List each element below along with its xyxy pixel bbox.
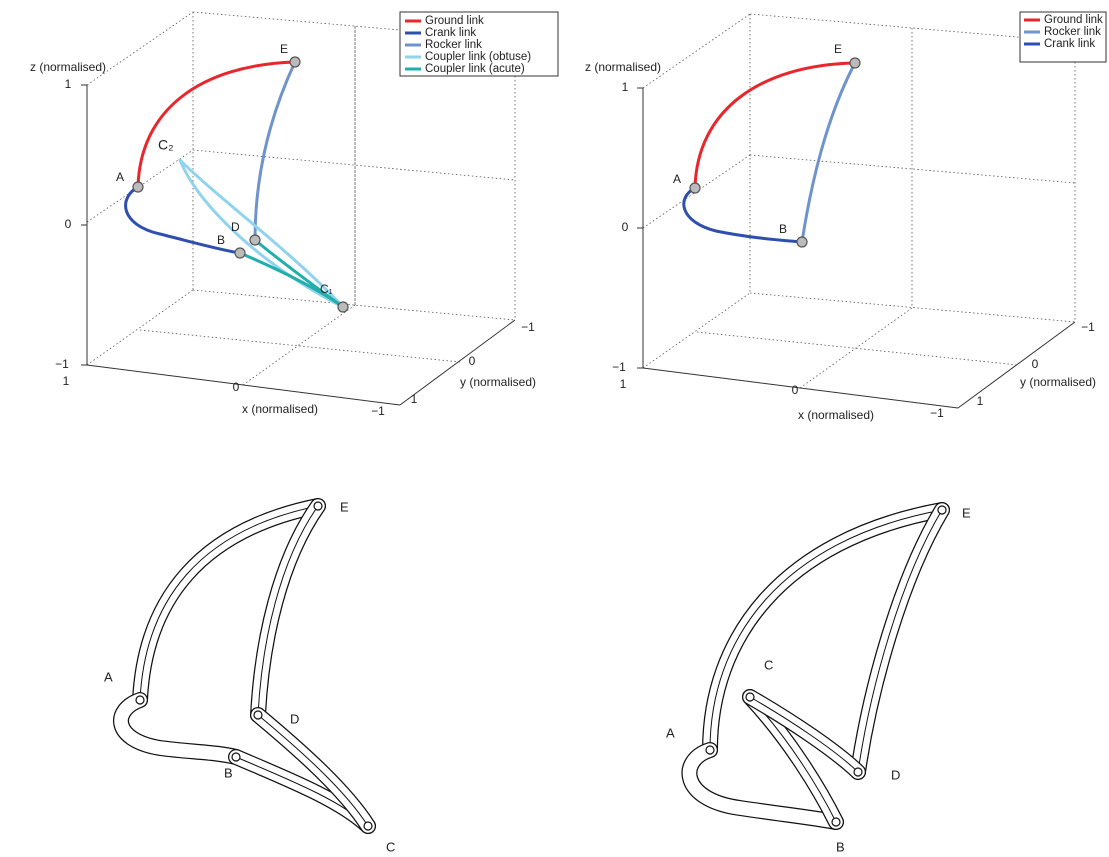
point-label: B	[779, 222, 787, 236]
x-tick-label: 0	[792, 383, 799, 397]
pin	[854, 768, 862, 776]
coupler-obtuse-curve	[180, 160, 343, 307]
joint	[250, 235, 260, 245]
y-tick-label: 0	[469, 354, 476, 368]
z-tick-label: 0	[65, 217, 72, 231]
point-label: E	[834, 42, 842, 56]
figure: z (normalised) 1 0 −1 1 0 −1 x (normalis…	[0, 0, 1109, 857]
joint-label: B	[224, 765, 233, 780]
pin	[706, 746, 714, 754]
pin	[746, 693, 754, 701]
joint-label: D	[290, 711, 299, 726]
link-bands	[689, 510, 942, 822]
joint-label: A	[666, 725, 675, 740]
legend-label: Crank link	[1044, 38, 1095, 50]
ground-link-curve	[695, 63, 855, 188]
x-tick-label: −1	[371, 404, 385, 418]
x-tick-label: 1	[63, 374, 70, 388]
plot-panel: z (normalised) 1 0 −1 1 0 −1 x (normalis…	[30, 12, 558, 418]
z-tick-label: −1	[55, 357, 69, 371]
pin	[364, 822, 372, 830]
legend-label: Rocker link	[1044, 26, 1101, 38]
legend-label: Ground link	[1044, 14, 1103, 26]
pin	[232, 753, 240, 761]
joint-label: C	[764, 657, 773, 672]
rocker-link-curve	[802, 63, 855, 242]
z-tick-label: 1	[65, 77, 72, 91]
z-tick-label: 1	[622, 80, 629, 94]
pin	[314, 502, 322, 510]
y-axis-label: y (normalised)	[1020, 375, 1096, 389]
joint	[235, 248, 245, 258]
y-tick-label: 0	[1032, 357, 1039, 371]
mechanism-drawing: E C A D B	[666, 505, 971, 854]
x-axis-label: x (normalised)	[798, 408, 874, 422]
y-tick-label: 1	[977, 394, 984, 408]
point-label: A	[116, 170, 124, 184]
legend-label: Rocker link	[425, 39, 482, 51]
point-label: B	[217, 233, 225, 247]
z-axis-label: z (normalised)	[585, 60, 661, 74]
y-tick-label: 1	[411, 392, 418, 406]
axes	[637, 88, 1075, 408]
legend-label: Coupler link (obtuse)	[425, 51, 531, 63]
legend-label: Coupler link (acute)	[425, 63, 525, 75]
point-label: C₂	[158, 137, 174, 153]
x-axis-label: x (normalised)	[242, 402, 318, 416]
link-bands	[121, 506, 368, 826]
box-wireframe	[643, 14, 1075, 388]
point-label: C₁	[320, 282, 333, 296]
z-axis-label: z (normalised)	[30, 60, 106, 74]
y-tick-label: −1	[1081, 320, 1095, 334]
point-label: E	[280, 42, 288, 56]
y-axis-label: y (normalised)	[460, 375, 536, 389]
x-tick-label: 1	[620, 377, 627, 391]
pin	[254, 711, 262, 719]
axes	[81, 85, 515, 405]
joint	[338, 302, 348, 312]
y-tick-label: −1	[521, 320, 535, 334]
joint	[850, 58, 860, 68]
joint	[133, 182, 143, 192]
joint-label: D	[891, 767, 900, 782]
joint	[690, 183, 700, 193]
joint-label: C	[386, 839, 395, 854]
pin	[832, 818, 840, 826]
mechanism-drawing: E A D B C	[104, 499, 395, 854]
point-label: A	[673, 172, 681, 186]
joint-label: E	[340, 499, 349, 514]
pin	[938, 506, 946, 514]
x-tick-label: −1	[930, 406, 944, 420]
rocker-link-curve	[255, 62, 295, 240]
legend-label: Ground link	[425, 15, 484, 27]
joint-label: E	[962, 505, 971, 520]
joint	[797, 237, 807, 247]
pin	[136, 696, 144, 704]
joint-label: B	[836, 839, 845, 854]
z-tick-label: 0	[622, 220, 629, 234]
legend-label: Crank link	[425, 27, 476, 39]
plot-panel: z (normalised) 1 0 −1 1 0 −1 x (normalis…	[585, 12, 1106, 422]
joint-label: A	[104, 669, 113, 684]
point-label: D	[231, 220, 240, 234]
z-tick-label: −1	[612, 360, 626, 374]
x-tick-label: 0	[233, 380, 240, 394]
joint	[290, 57, 300, 67]
